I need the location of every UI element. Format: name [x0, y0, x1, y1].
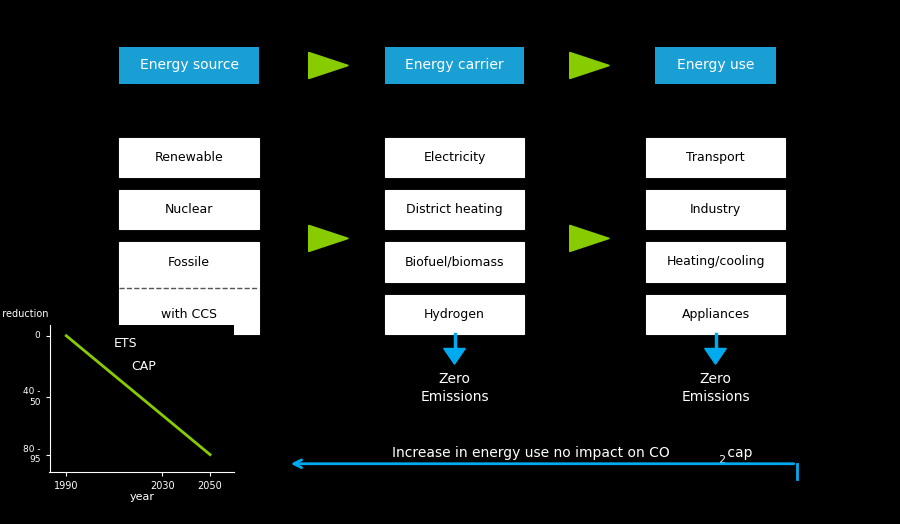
- Text: with CCS: with CCS: [161, 308, 217, 321]
- Text: Electricity: Electricity: [423, 151, 486, 163]
- Text: Increase in energy use no impact on CO: Increase in energy use no impact on CO: [392, 446, 670, 460]
- Text: Nuclear: Nuclear: [165, 203, 213, 216]
- Text: Energy source: Energy source: [140, 59, 238, 72]
- Text: Appliances: Appliances: [681, 308, 750, 321]
- Text: Energy carrier: Energy carrier: [405, 59, 504, 72]
- FancyBboxPatch shape: [119, 138, 259, 177]
- Polygon shape: [309, 52, 348, 79]
- Text: Fossile: Fossile: [168, 256, 210, 268]
- Polygon shape: [570, 52, 609, 79]
- FancyBboxPatch shape: [119, 242, 259, 334]
- Text: Zero
Emissions: Zero Emissions: [420, 372, 489, 404]
- Text: Renewable: Renewable: [155, 151, 223, 163]
- Polygon shape: [444, 348, 465, 364]
- FancyBboxPatch shape: [385, 294, 524, 334]
- FancyBboxPatch shape: [385, 190, 524, 230]
- Polygon shape: [178, 348, 200, 364]
- Text: Hydrogen: Hydrogen: [424, 308, 485, 321]
- FancyBboxPatch shape: [646, 138, 785, 177]
- FancyBboxPatch shape: [385, 47, 524, 84]
- Text: Zero
Emissions: Zero Emissions: [681, 372, 750, 404]
- FancyBboxPatch shape: [119, 190, 259, 230]
- FancyBboxPatch shape: [385, 242, 524, 282]
- Text: 2: 2: [718, 455, 725, 465]
- FancyBboxPatch shape: [119, 47, 259, 84]
- Text: cap: cap: [723, 446, 752, 460]
- FancyBboxPatch shape: [646, 294, 785, 334]
- Text: % reduction: % reduction: [0, 309, 49, 319]
- FancyBboxPatch shape: [646, 242, 785, 282]
- FancyBboxPatch shape: [655, 47, 776, 84]
- X-axis label: year: year: [130, 492, 154, 502]
- Text: Energy use: Energy use: [677, 59, 754, 72]
- FancyBboxPatch shape: [385, 138, 524, 177]
- Polygon shape: [570, 225, 609, 252]
- Polygon shape: [705, 348, 726, 364]
- Text: Transport: Transport: [686, 151, 745, 163]
- Text: Biofuel/biomass: Biofuel/biomass: [405, 256, 504, 268]
- Text: ETS: ETS: [114, 336, 138, 350]
- Text: CAP: CAP: [131, 359, 156, 373]
- Polygon shape: [309, 225, 348, 252]
- Text: District heating: District heating: [406, 203, 503, 216]
- Text: Heating/cooling: Heating/cooling: [666, 256, 765, 268]
- Text: Industry: Industry: [690, 203, 741, 216]
- FancyBboxPatch shape: [646, 190, 785, 230]
